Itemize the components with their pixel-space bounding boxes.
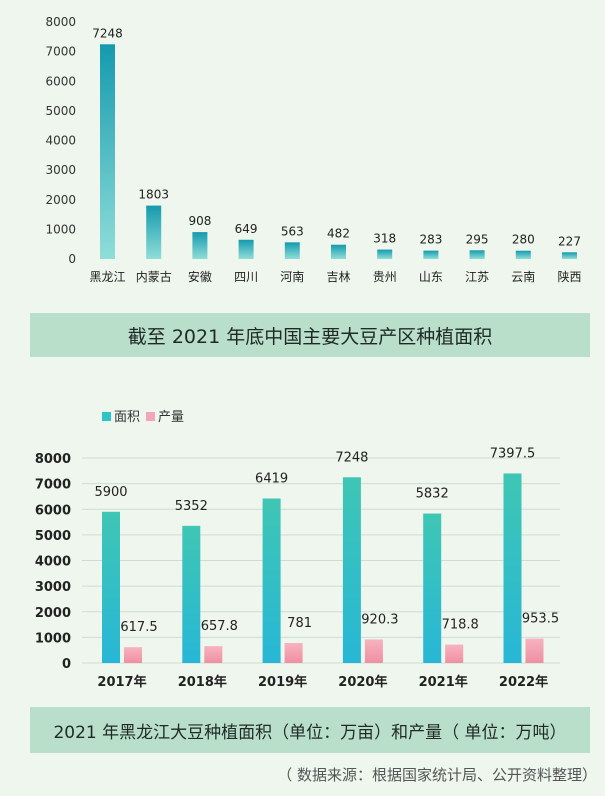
x-tick-label: 河南 [280, 269, 304, 284]
y-tick-label: 6000 [35, 503, 71, 518]
y-tick-label: 6000 [45, 74, 76, 88]
output-value-label: 657.8 [201, 619, 238, 634]
bar [515, 250, 531, 259]
bar-value-label: 227 [558, 234, 581, 248]
chart2-title: 2021 年黑龙江大豆种植面积（单位：万亩）和产量（ 单位：万吨） [30, 707, 590, 753]
area-value-label: 7248 [335, 450, 368, 465]
x-tick-label: 贵州 [373, 270, 397, 284]
y-tick-label: 7000 [35, 478, 71, 493]
bar [331, 244, 346, 259]
area-value-label: 7397.5 [490, 446, 536, 461]
output-value-label: 781 [287, 616, 312, 631]
x-tick-label: 2019年 [258, 674, 307, 690]
bar [192, 232, 208, 259]
area-value-label: 6419 [255, 472, 288, 487]
x-tick-label: 四川 [234, 270, 258, 284]
y-tick-label: 1000 [45, 222, 76, 236]
output-value-label: 920.3 [361, 612, 398, 627]
x-tick-label: 2021年 [419, 674, 468, 690]
output-bar [525, 638, 544, 663]
output-value-label: 953.5 [522, 612, 559, 627]
y-tick-label: 7000 [45, 45, 76, 59]
bar [146, 205, 162, 259]
bar [100, 44, 115, 259]
bar [238, 239, 254, 259]
bar [377, 249, 393, 259]
y-tick-label: 4000 [45, 134, 76, 148]
province-area-chart: 8000 7000 6000 5000 4000 3000 2000 1000 0 7248 18… [45, 15, 581, 284]
bar-value-label: 563 [281, 224, 304, 238]
y-tick-label: 2000 [35, 606, 71, 621]
x-tick-label: 安徽 [188, 269, 212, 284]
y-tick-label: 3000 [45, 163, 76, 177]
area-value-label: 5832 [416, 487, 449, 502]
legend-output-swatch [146, 412, 155, 421]
x-tick-label: 山东 [419, 270, 443, 284]
area-bar [262, 498, 281, 663]
bar-value-label: 283 [419, 233, 442, 247]
output-bar [204, 646, 223, 663]
output-value-label: 718.8 [442, 618, 479, 633]
bar-value-label: 649 [235, 222, 258, 236]
area-bar [102, 511, 120, 663]
output-bar [284, 642, 303, 663]
bar-value-label: 7248 [92, 26, 123, 40]
output-bar [445, 644, 464, 663]
legend-output-label: 产量 [158, 410, 184, 425]
x-tick-label: 2018年 [178, 674, 227, 690]
y-tick-label: 5000 [45, 104, 76, 118]
area-bar [423, 513, 442, 663]
y-tick-label: 8000 [45, 15, 76, 29]
area-bar [182, 525, 201, 663]
x-tick-label: 陕西 [557, 269, 581, 284]
heilongjiang-area-output-chart: 面积 产量 800070006000500040003000200010000 … [35, 410, 560, 690]
area-bar [342, 477, 361, 663]
bar-value-label: 295 [466, 232, 489, 246]
bar-value-label: 318 [373, 232, 396, 246]
output-bar [364, 639, 383, 663]
x-tick-label: 内蒙古 [136, 269, 172, 284]
bar-value-label: 1803 [138, 188, 169, 202]
area-value-label: 5352 [175, 499, 208, 514]
bar [562, 252, 577, 259]
bar [423, 250, 439, 259]
legend-area-label: 面积 [114, 410, 140, 425]
x-tick-label: 黑龙江 [89, 270, 125, 284]
x-tick-label: 吉林 [326, 270, 350, 284]
x-tick-label: 江苏 [465, 270, 489, 284]
bar [284, 242, 300, 259]
output-value-label: 617.5 [120, 620, 157, 635]
y-tick-label: 3000 [35, 580, 71, 595]
area-value-label: 5900 [94, 485, 127, 500]
legend-area-swatch [102, 412, 111, 421]
bar-value-label: 280 [512, 233, 535, 247]
y-tick-label: 0 [68, 252, 76, 266]
y-tick-label: 4000 [35, 555, 71, 570]
x-tick-label: 2020年 [338, 674, 387, 690]
y-tick-label: 8000 [35, 452, 71, 467]
x-tick-label: 云南 [511, 269, 535, 284]
chart1-title: 截至 2021 年底中国主要大豆产区种植面积 [30, 313, 590, 357]
output-bar [124, 647, 142, 663]
x-tick-label: 2022年 [499, 674, 548, 690]
y-tick-label: 0 [62, 657, 71, 672]
y-tick-label: 5000 [35, 529, 71, 544]
bar-value-label: 482 [327, 227, 350, 241]
bar-value-label: 908 [188, 214, 211, 228]
area-bar [503, 473, 522, 663]
data-source-note: （ 数据来源：根据国家统计局、公开资料整理） [277, 766, 597, 784]
y-tick-label: 2000 [45, 193, 76, 207]
bar [469, 250, 485, 259]
x-tick-label: 2017年 [97, 674, 146, 690]
y-tick-label: 1000 [35, 631, 71, 646]
